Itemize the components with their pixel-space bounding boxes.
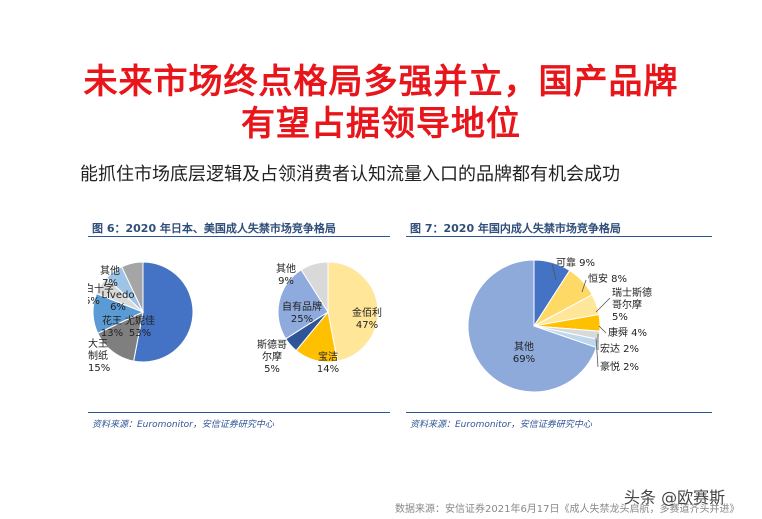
pie1-label-2: 花王 13%: [101, 314, 123, 339]
fig6-title: 图 6：2020 年日本、美国成人失禁市场竞争格局: [92, 222, 336, 235]
pie2-label-3: 自有品牌 25%: [282, 300, 322, 325]
subtitle: 能抓住市场底层逻辑及占领消费者认知流量入口的品牌都有机会成功: [80, 164, 620, 185]
pie3-leader-line-0: [551, 263, 557, 281]
pie2-slice-3: [277, 269, 329, 340]
pie3-leader-line-3: [598, 325, 607, 334]
pie2-slice-0: [327, 261, 379, 362]
fig6-top-rule: [88, 236, 390, 237]
pie1-slice-0: [133, 261, 194, 363]
pie2-label-4: 其他 9%: [276, 262, 296, 287]
fig6-bottom-rule: [88, 412, 390, 413]
pie1-label-4: 白十字6%: [88, 282, 114, 307]
pie2-label-2: 斯德哥尔摩 5%: [257, 338, 287, 375]
headline-line2: 有望占据领导地位: [241, 104, 521, 144]
pie1-label-3: Livedo 6%: [102, 290, 135, 313]
pie3-label-3: 康舜 4%: [608, 326, 647, 339]
pie3-label-1: 恒安 8%: [588, 272, 627, 285]
headline-line1: 未来市场终点格局多强并立，国产品牌: [83, 62, 679, 102]
fig6-source: 资料来源：Euromonitor，安信证券研究中心: [92, 420, 274, 430]
pie1-label-1: 大王制纸 15%: [88, 337, 110, 374]
pie3-leader-line-1: [581, 279, 587, 293]
china-pie-chart: 可靠 9% 恒安 8%瑞士斯德哥尔摩 5% 康舜 4% 宏达 2% 豪悦 2% 其他 69%: [467, 256, 652, 393]
pie1-slice-5: [121, 261, 144, 313]
pie3-label-6: 其他 69%: [513, 340, 535, 365]
pie3-label-2: 瑞士斯德哥尔摩 5%: [612, 286, 652, 323]
pie3-slice-6: [467, 259, 598, 393]
fig7-source: 资料来源：Euromonitor，安信证券研究中心: [410, 420, 592, 430]
pie3-leader-line-2: [595, 297, 611, 313]
us-pie-chart: 金佰利 47% 宝洁 14% 斯德哥尔摩 5% 自有品牌 25% 其他 9%: [257, 261, 382, 375]
pie3-label-0: 可靠 9%: [556, 256, 595, 269]
pie1-label-0: 尤妮佳 53%: [125, 314, 155, 339]
fig7-title: 图 7：2020 年国内成人失禁市场竞争格局: [410, 222, 621, 235]
pie3-leader-line-5: [595, 337, 599, 368]
pie3-label-4: 宏达 2%: [600, 342, 639, 355]
pie2-label-1: 宝洁 14%: [317, 350, 339, 375]
footer-source: 数据来源：安信证券2021年6月17日《成人失禁龙头启航，多赛道齐头并进》: [395, 504, 740, 515]
pie2-label-0: 金佰利 47%: [352, 306, 382, 331]
watermark: 头条 @欧赛斯: [624, 488, 726, 507]
pie2-slice-4: [300, 261, 329, 314]
fig7-top-rule: [406, 236, 712, 237]
pie1-label-5: 其他 7%: [100, 264, 120, 289]
fig7-bottom-rule: [406, 412, 712, 413]
pie3-label-5: 豪悦 2%: [600, 360, 639, 373]
